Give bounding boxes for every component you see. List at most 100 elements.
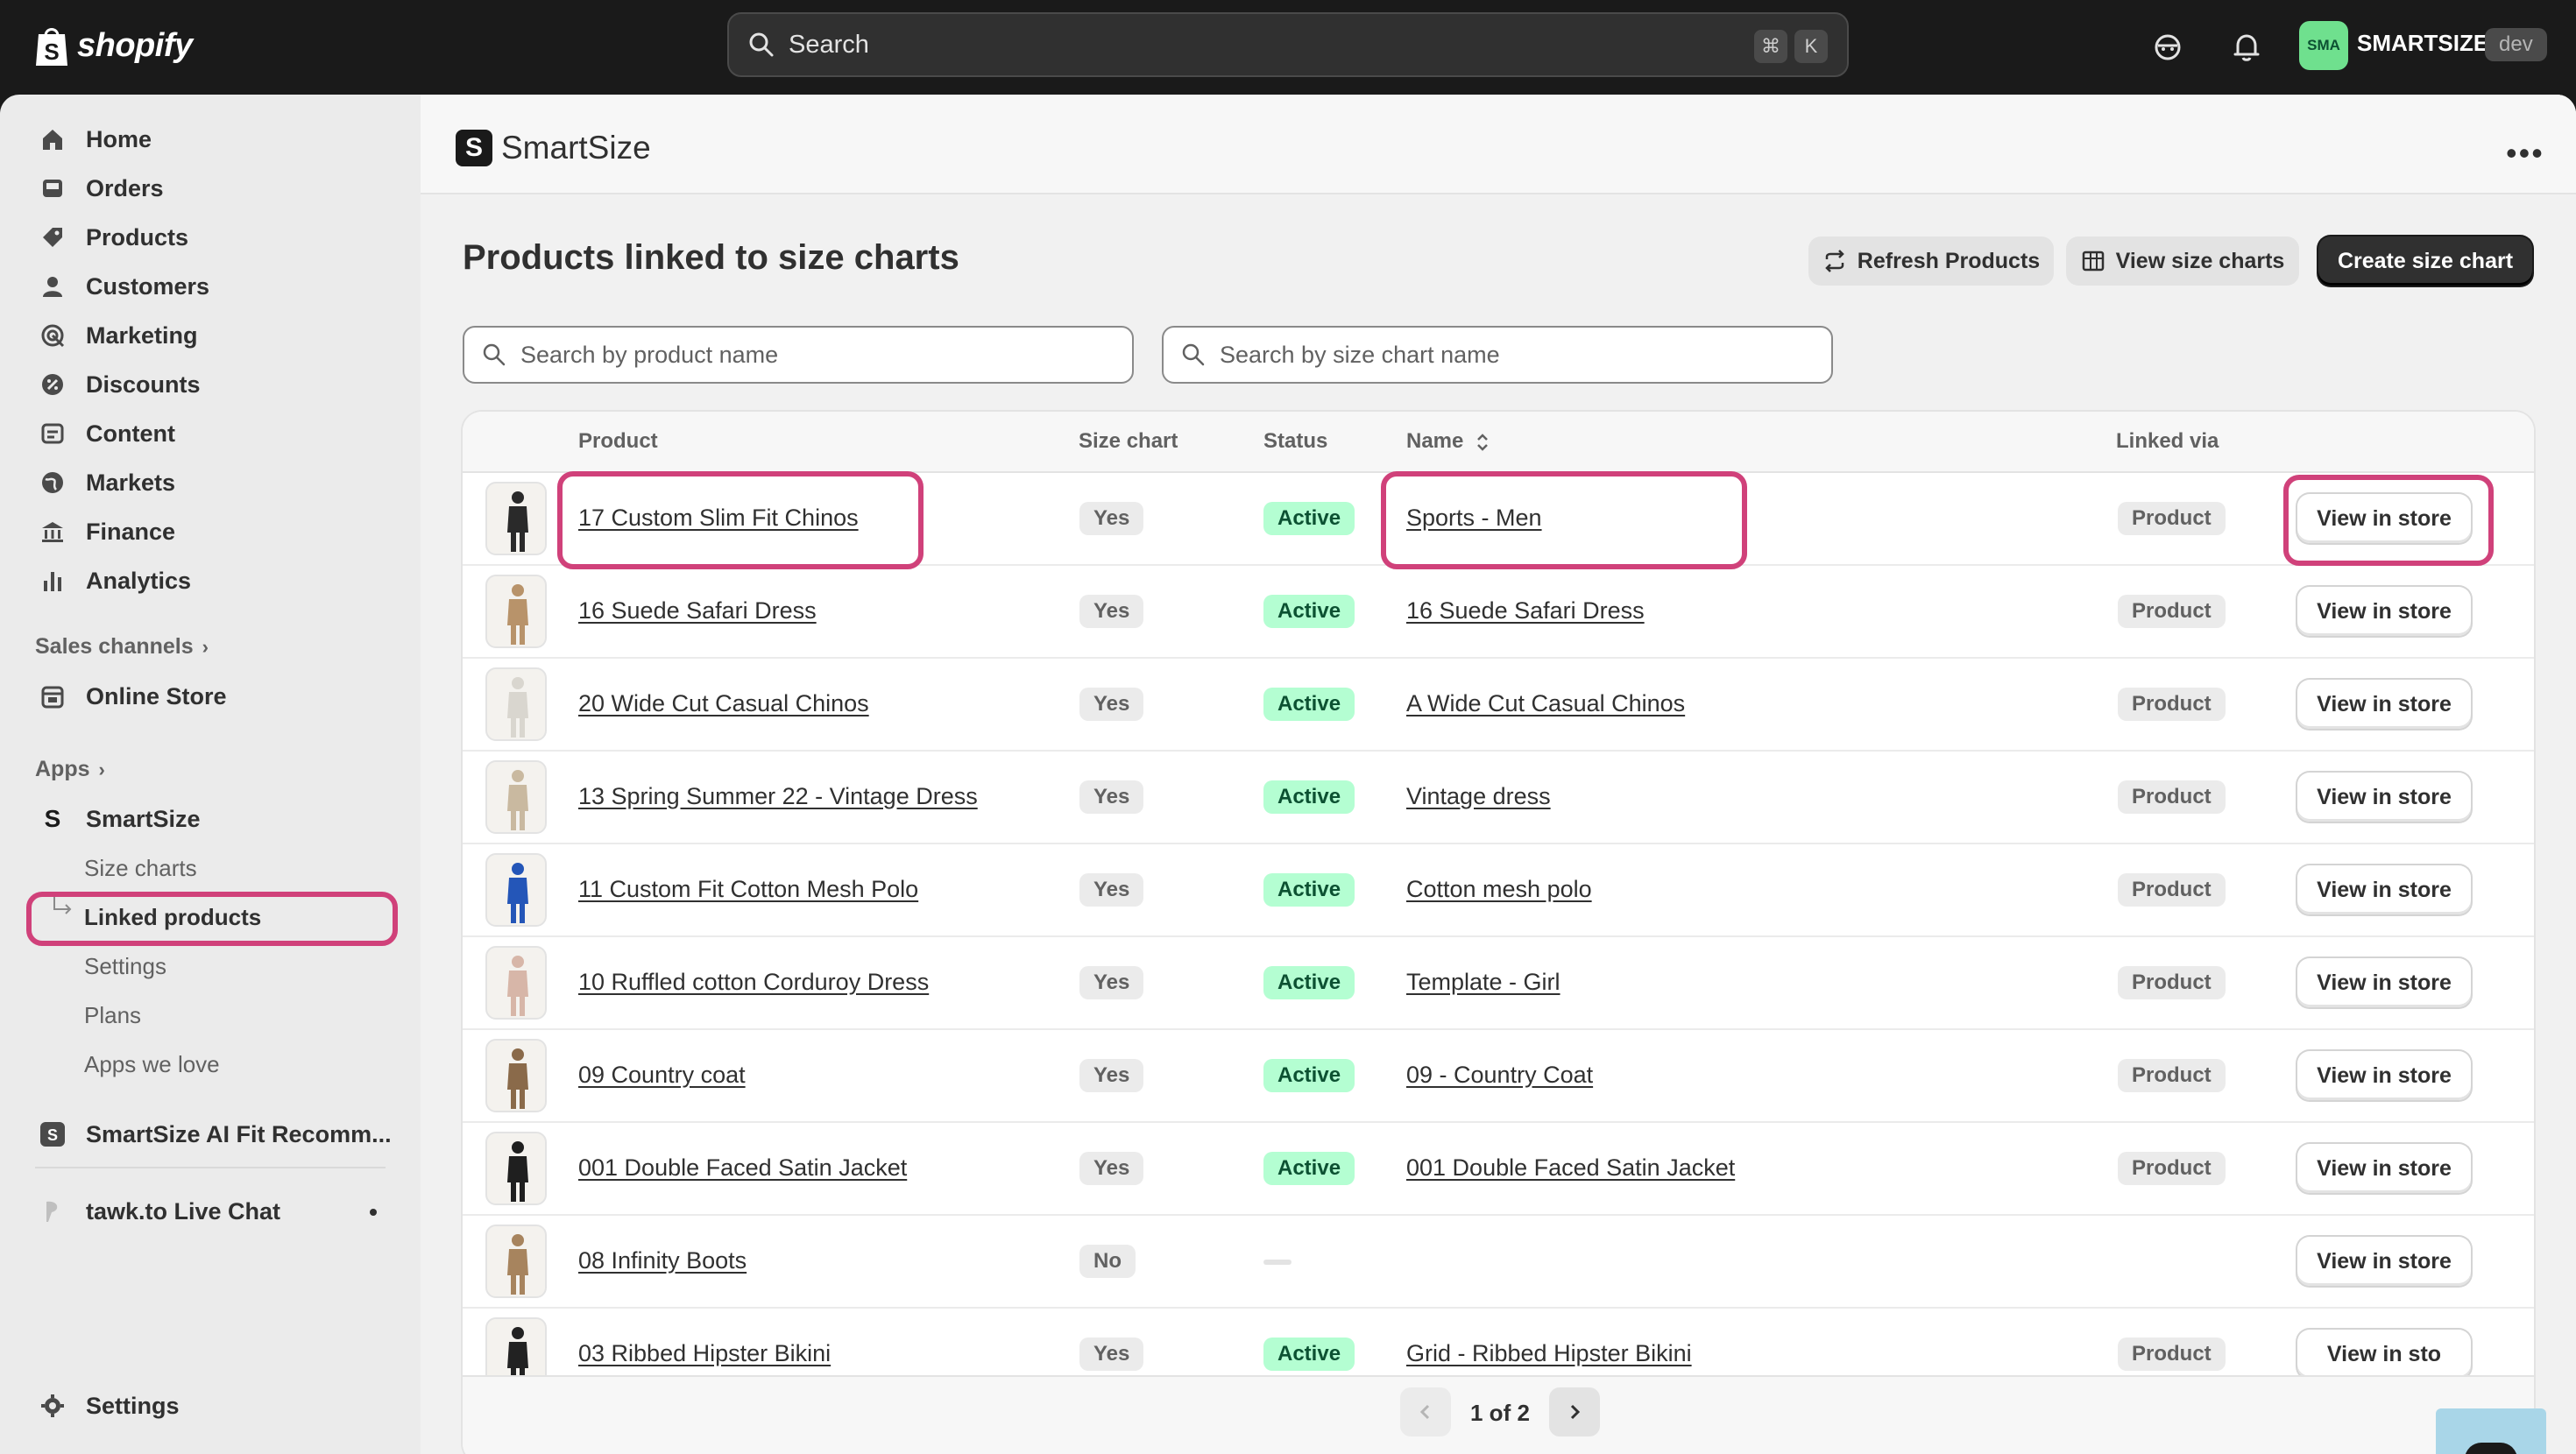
create-size-chart-button[interactable]: Create size chart [2318, 236, 2532, 286]
size-chart-name-link[interactable]: Template - Girl [1406, 969, 1560, 995]
table-row[interactable]: 13 Spring Summer 22 - Vintage Dress Yes Ac… [463, 752, 2534, 844]
sidebar-sub-settings[interactable]: Settings [84, 952, 166, 979]
sidebar-item-smartsize[interactable]: S SmartSize [26, 795, 394, 843]
view-in-store-button[interactable]: View in sto [2297, 1330, 2471, 1379]
search-size-chart-input[interactable]: Search by size chart name [1162, 326, 1833, 384]
linked-via-badge: Product [2118, 688, 2226, 721]
view-in-store-button[interactable]: View in store [2297, 680, 2471, 729]
status-badge: Active [1263, 595, 1355, 628]
search-icon [1182, 343, 1205, 366]
live-chat-widget[interactable] [2436, 1408, 2546, 1454]
view-in-store-button[interactable]: View in store [2297, 865, 2471, 914]
product-link[interactable]: 03 Ribbed Hipster Bikini [578, 1340, 832, 1366]
chevron-right-icon: › [202, 635, 209, 658]
view-size-charts-label: View size charts [2115, 248, 2285, 273]
product-link[interactable]: 001 Double Faced Satin Jacket [578, 1154, 908, 1181]
table-row[interactable]: 08 Infinity Boots No View in store [463, 1216, 2534, 1309]
more-actions-icon[interactable]: ••• [2506, 135, 2544, 171]
linked-via-badge: Product [2118, 1152, 2226, 1185]
view-in-store-button[interactable]: View in store [2297, 1051, 2471, 1100]
table-row[interactable]: 001 Double Faced Satin Jacket Yes Active 00… [463, 1123, 2534, 1216]
size-chart-name-link[interactable]: 001 Double Faced Satin Jacket [1406, 1154, 1736, 1181]
status-badge: Active [1263, 688, 1355, 721]
search-product-input[interactable]: Search by product name [463, 326, 1134, 384]
table-row[interactable]: 20 Wide Cut Casual Chinos Yes Active A Wide… [463, 659, 2534, 752]
product-image-icon [507, 491, 528, 552]
sidebar-item-finance[interactable]: Finance [26, 508, 394, 555]
product-image-icon [507, 584, 528, 645]
header-name[interactable]: Name [1406, 429, 1490, 454]
size-chart-name-link[interactable]: Grid - Ribbed Hipster Bikini [1406, 1340, 1692, 1366]
size-chart-name-link[interactable]: A Wide Cut Casual Chinos [1406, 690, 1686, 716]
product-link[interactable]: 16 Suede Safari Dress [578, 597, 817, 624]
sidebar-item-label: Customers [86, 272, 210, 300]
sales-channels-section[interactable]: Sales channels › [35, 634, 209, 660]
product-image-icon [507, 770, 528, 830]
store-name[interactable]: SMARTSIZE [2357, 30, 2489, 56]
notifications-bell-icon[interactable] [2226, 26, 2268, 68]
global-search-bar[interactable]: Search ⌘ K [727, 12, 1849, 77]
sidebar-item-markets[interactable]: Markets [26, 459, 394, 506]
sidebar-item-tawk[interactable]: tawk.to Live Chat [26, 1188, 394, 1235]
view-in-store-button[interactable]: View in store [2297, 773, 2471, 822]
refresh-products-button[interactable]: Refresh Products [1808, 236, 2054, 286]
linked-via-badge: Product [2118, 966, 2226, 999]
size-chart-name-link[interactable]: 09 - Country Coat [1406, 1062, 1594, 1088]
shopify-logo[interactable]: S shopify [33, 21, 193, 70]
size-chart-name-link[interactable]: 16 Suede Safari Dress [1406, 597, 1645, 624]
pagination: 1 of 2 [463, 1375, 2534, 1454]
view-size-charts-button[interactable]: View size charts [2066, 236, 2299, 286]
product-link[interactable]: 10 Ruffled cotton Corduroy Dress [578, 969, 930, 995]
product-link[interactable]: 09 Country coat [578, 1062, 746, 1088]
sidebar-item-online-store[interactable]: Online Store [26, 673, 394, 720]
size-chart-badge: Yes [1079, 1059, 1144, 1092]
product-link[interactable]: 11 Custom Fit Cotton Mesh Polo [578, 876, 919, 902]
table-row[interactable]: 16 Suede Safari Dress Yes Active 16 Suede S… [463, 566, 2534, 659]
table-row[interactable]: 10 Ruffled cotton Corduroy Dress Yes Activ… [463, 937, 2534, 1030]
view-in-store-button[interactable]: View in store [2297, 1144, 2471, 1193]
view-in-store-button[interactable]: View in store [2297, 958, 2471, 1007]
product-link[interactable]: 08 Infinity Boots [578, 1247, 747, 1274]
size-chart-name-link[interactable]: Cotton mesh polo [1406, 876, 1592, 902]
next-page-button[interactable] [1549, 1387, 1600, 1436]
sidebar-item-marketing[interactable]: Marketing [26, 312, 394, 359]
table-row[interactable]: 09 Country coat Yes Active 09 - Country Coa… [463, 1030, 2534, 1123]
sidebar-item-smartsize-ai[interactable]: S SmartSize AI Fit Recomm... [26, 1111, 394, 1158]
sidebar-item-customers[interactable]: Customers [26, 263, 394, 310]
store-avatar[interactable]: SMA [2299, 21, 2348, 70]
size-chart-name-link[interactable]: Vintage dress [1406, 783, 1551, 809]
product-thumbnail [485, 1132, 547, 1205]
apps-section[interactable]: Apps › [35, 757, 105, 782]
sidebar-item-home[interactable]: Home [26, 116, 394, 163]
size-chart-name-link[interactable]: Sports - Men [1406, 505, 1542, 531]
sidebar-sub-size-charts[interactable]: Size charts [84, 854, 197, 881]
product-link[interactable]: 13 Spring Summer 22 - Vintage Dress [578, 783, 978, 809]
previous-page-button[interactable] [1400, 1387, 1451, 1436]
sidebar-item-settings[interactable]: Settings [26, 1382, 394, 1429]
sidebar-sub-apps-we-love[interactable]: Apps we love [84, 1050, 220, 1077]
sidebar-item-analytics[interactable]: Analytics [26, 557, 394, 604]
product-thumbnail [485, 946, 547, 1020]
table-row[interactable]: 11 Custom Fit Cotton Mesh Polo Yes Active C… [463, 844, 2534, 937]
product-link[interactable]: 20 Wide Cut Casual Chinos [578, 690, 869, 716]
size-chart-badge: Yes [1079, 780, 1144, 814]
gear-icon [39, 1392, 67, 1420]
shortcut-k-key: K [1794, 30, 1828, 63]
view-in-store-button[interactable]: View in store [2297, 587, 2471, 636]
view-in-store-button[interactable]: View in store [2297, 494, 2471, 543]
status-empty-dash [1263, 1260, 1292, 1265]
product-link[interactable]: 17 Custom Slim Fit Chinos [578, 505, 859, 531]
sidebar-sub-linked-products[interactable]: Linked products [84, 903, 262, 930]
status-badge: Active [1263, 780, 1355, 814]
sidebar-item-label: SmartSize AI Fit Recomm... [86, 1120, 392, 1147]
sidebar-item-orders[interactable]: Orders [26, 165, 394, 212]
table-row[interactable]: 17 Custom Slim Fit Chinos Yes Active Sports… [463, 473, 2534, 566]
sidebar-item-content[interactable]: Content [26, 410, 394, 457]
header-size-chart: Size chart [1079, 429, 1178, 453]
sidekick-icon[interactable] [2147, 26, 2189, 68]
sidebar-item-products[interactable]: Products [26, 214, 394, 261]
sidebar-item-discounts[interactable]: Discounts [26, 361, 394, 408]
sidebar-sub-plans[interactable]: Plans [84, 1001, 142, 1028]
view-in-store-button[interactable]: View in store [2297, 1237, 2471, 1286]
product-image-icon [507, 677, 528, 738]
